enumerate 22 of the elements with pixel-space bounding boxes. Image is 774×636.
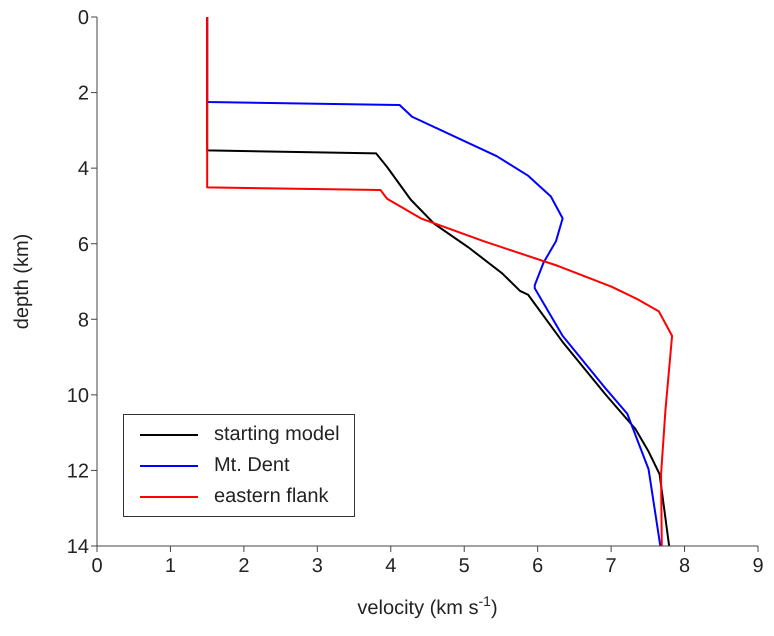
legend-label: eastern flank	[214, 485, 329, 508]
y-tick-label: 12	[66, 460, 89, 483]
x-tick-label: 4	[385, 555, 396, 578]
x-tick-label: 7	[606, 555, 617, 578]
y-tick-label: 8	[78, 309, 89, 332]
y-tick-label: 10	[66, 384, 89, 407]
y-tick-label: 4	[78, 158, 89, 180]
y-tick-label: 6	[78, 234, 89, 256]
x-axis-title: velocity (km s$^{-1}$)	[357, 593, 498, 619]
x-tick-label: 1	[164, 555, 176, 578]
x-tick-label: 6	[532, 555, 544, 578]
x-tick-label: 9	[752, 555, 764, 578]
y-tick-label: 14	[66, 536, 89, 558]
y-axis-title: depth (km)	[11, 234, 33, 330]
legend-label: starting model	[214, 423, 340, 446]
legend-label: Mt. Dent	[214, 454, 290, 477]
x-tick-label: 5	[458, 555, 470, 578]
y-tick-label: 2	[78, 82, 89, 105]
x-tick-label: 8	[678, 555, 690, 578]
x-tick-label: 3	[312, 555, 323, 578]
y-tick-label: 0	[78, 7, 89, 30]
x-tick-label: 2	[238, 555, 250, 578]
